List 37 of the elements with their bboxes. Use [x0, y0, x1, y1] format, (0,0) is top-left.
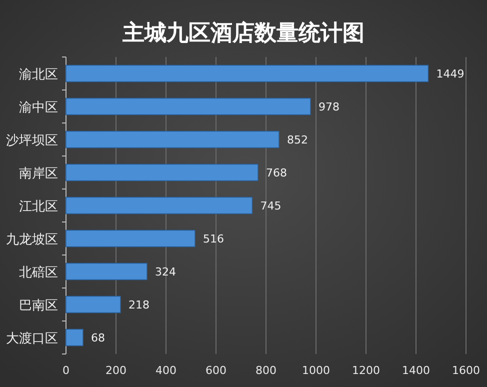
bar	[66, 164, 258, 182]
x-tick-label: 0	[62, 364, 70, 377]
data-label: 745	[260, 200, 282, 212]
data-label: 978	[318, 100, 340, 114]
y-tick-label: 江北区	[19, 200, 58, 214]
y-tick-label: 北碚区	[19, 266, 58, 280]
x-tick-label: 1000	[302, 364, 330, 377]
y-tick-label: 沙坪坝区	[6, 134, 58, 148]
data-label: 218	[128, 298, 150, 312]
y-tick-label: 南岸区	[19, 166, 58, 182]
x-tick-label: 1600	[452, 364, 480, 377]
x-tick-label: 400	[156, 364, 176, 377]
x-tick-label: 1400	[402, 364, 430, 377]
data-label: 852	[287, 134, 308, 146]
chart-title: 主城九区酒店数量统计图	[122, 20, 364, 46]
bar	[66, 296, 121, 314]
bar	[66, 328, 84, 346]
bar	[66, 98, 311, 116]
y-tick-label: 大渡口区	[6, 332, 58, 346]
bar	[66, 64, 429, 82]
data-label: 768	[266, 166, 287, 180]
bar	[66, 130, 280, 148]
y-tick-label: 渝北区	[19, 68, 58, 82]
data-label: 1449	[436, 68, 464, 80]
x-tick-label: 1200	[352, 364, 380, 377]
data-label: 516	[203, 232, 224, 246]
data-label: 68	[91, 332, 105, 344]
y-tick-label: 九龙坡区	[6, 232, 58, 248]
bar	[66, 262, 148, 280]
x-tick-label: 200	[106, 364, 126, 377]
y-tick-label: 巴南区	[19, 298, 58, 314]
y-tick-label: 渝中区	[19, 100, 58, 116]
x-tick-label: 600	[206, 364, 226, 377]
data-label: 324	[155, 266, 176, 278]
bar	[66, 196, 253, 214]
x-tick-label: 800	[256, 364, 276, 377]
bar	[66, 230, 196, 248]
